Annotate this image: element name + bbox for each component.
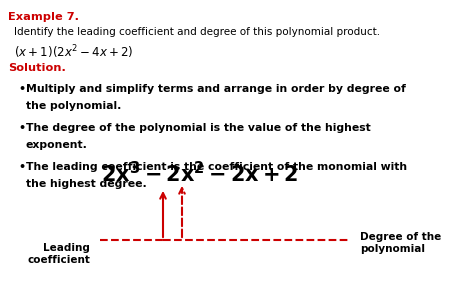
Text: exponent.: exponent.	[26, 140, 88, 150]
Text: Leading
coefficient: Leading coefficient	[27, 243, 90, 265]
Text: $\mathbf{2x^3-2x^2-2x+2}$: $\mathbf{2x^3-2x^2-2x+2}$	[101, 161, 299, 186]
Text: •: •	[18, 123, 25, 133]
Text: Solution.: Solution.	[8, 63, 66, 73]
Text: Example 7.: Example 7.	[8, 12, 79, 22]
Text: the polynomial.: the polynomial.	[26, 101, 121, 111]
Text: •: •	[18, 84, 25, 94]
Text: •: •	[18, 162, 25, 172]
Text: Multiply and simplify terms and arrange in order by degree of: Multiply and simplify terms and arrange …	[26, 84, 406, 94]
Text: the highest degree.: the highest degree.	[26, 179, 147, 189]
Text: The degree of the polynomial is the value of the highest: The degree of the polynomial is the valu…	[26, 123, 371, 133]
Text: $(x+1)(2x^2-4x+2)$: $(x+1)(2x^2-4x+2)$	[14, 43, 134, 61]
Text: Degree of the
polynomial: Degree of the polynomial	[360, 232, 441, 254]
Text: The leading coefficient is the coefficient of the monomial with: The leading coefficient is the coefficie…	[26, 162, 407, 172]
Text: Identify the leading coefficient and degree of this polynomial product.: Identify the leading coefficient and deg…	[14, 27, 380, 37]
